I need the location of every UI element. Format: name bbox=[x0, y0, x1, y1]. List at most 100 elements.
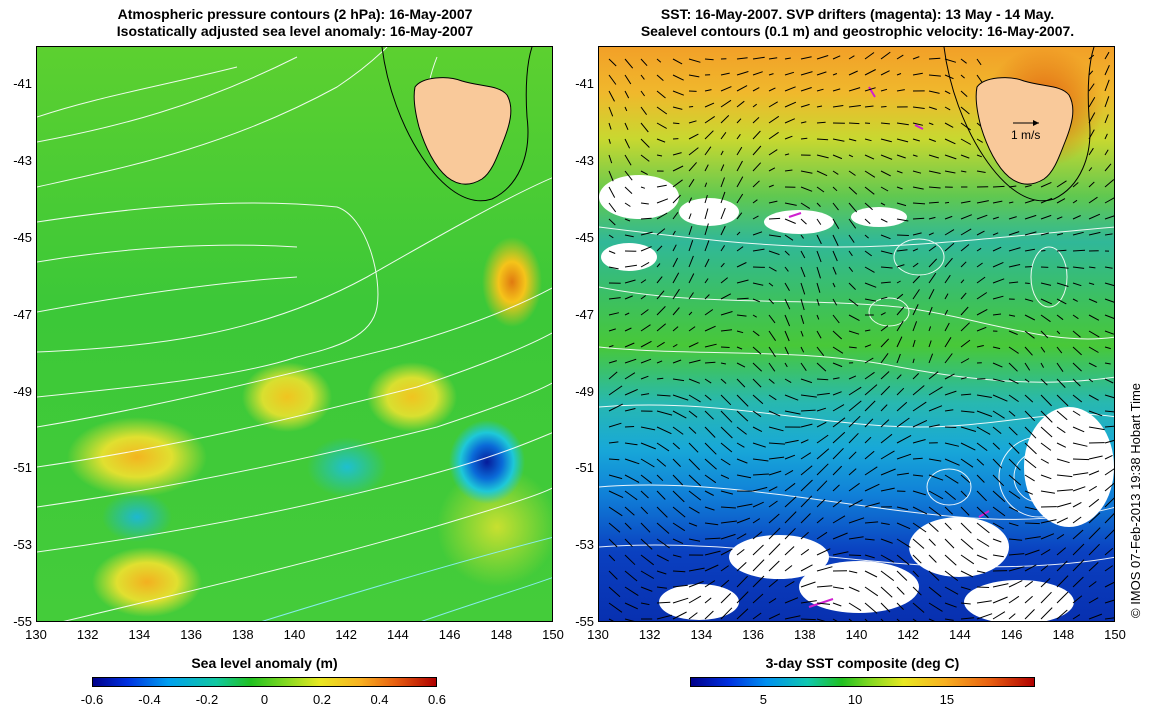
velocity-vector bbox=[928, 232, 934, 236]
velocity-vector bbox=[880, 70, 890, 76]
velocity-vector bbox=[880, 353, 889, 364]
velocity-vector bbox=[1024, 549, 1040, 556]
velocity-vector bbox=[1056, 547, 1067, 556]
velocity-vector bbox=[1040, 474, 1052, 480]
velocity-vector bbox=[752, 162, 762, 172]
velocity-vector bbox=[1088, 543, 1100, 556]
velocity-vector bbox=[704, 442, 717, 455]
velocity-vector bbox=[1072, 516, 1082, 524]
velocity-vector bbox=[912, 262, 919, 268]
velocity-vector bbox=[768, 131, 779, 140]
velocity-vector bbox=[1024, 410, 1036, 422]
velocity-vector bbox=[832, 234, 839, 247]
velocity-vector bbox=[880, 325, 889, 332]
velocity-vector bbox=[656, 458, 667, 467]
velocity-vector bbox=[768, 513, 780, 524]
velocity-vector bbox=[880, 266, 893, 269]
velocity-vector bbox=[688, 595, 702, 604]
velocity-vector bbox=[944, 373, 955, 380]
velocity-vector bbox=[656, 570, 667, 575]
velocity-vector bbox=[672, 611, 687, 620]
velocity-vector bbox=[880, 338, 890, 348]
velocity-vector bbox=[816, 250, 822, 263]
velocity-vector bbox=[752, 486, 768, 492]
velocity-vector bbox=[896, 218, 909, 222]
velocity-vector bbox=[928, 618, 935, 621]
velocity-vector bbox=[944, 309, 949, 316]
velocity-vector bbox=[800, 71, 813, 76]
velocity-vector bbox=[704, 394, 712, 401]
velocity-vector bbox=[864, 483, 880, 492]
velocity-vector bbox=[1040, 533, 1055, 540]
velocity-vector bbox=[640, 261, 650, 268]
velocity-vector bbox=[896, 89, 905, 92]
velocity-vector bbox=[624, 490, 638, 501]
velocity-vector bbox=[1072, 215, 1081, 220]
velocity-vector bbox=[1040, 282, 1052, 286]
velocity-vector bbox=[1024, 248, 1035, 252]
velocity-vector bbox=[976, 200, 989, 204]
velocity-vector bbox=[816, 480, 828, 492]
velocity-vector bbox=[976, 490, 987, 502]
velocity-vector bbox=[1008, 474, 1022, 486]
velocity-vector bbox=[832, 465, 843, 476]
velocity-vector bbox=[640, 231, 653, 236]
velocity-vector bbox=[1056, 575, 1069, 588]
velocity-vector bbox=[688, 255, 694, 268]
velocity-vector bbox=[976, 230, 985, 236]
velocity-vector bbox=[1056, 314, 1064, 321]
velocity-vector bbox=[608, 297, 621, 300]
velocity-vector bbox=[688, 580, 704, 588]
velocity-vector bbox=[720, 442, 733, 453]
velocity-vector bbox=[1104, 394, 1114, 399]
velocity-vector bbox=[704, 325, 716, 332]
velocity-vector bbox=[736, 562, 747, 572]
velocity-vector bbox=[848, 375, 857, 380]
velocity-vector bbox=[640, 522, 651, 533]
velocity-vector bbox=[800, 266, 806, 278]
velocity-vector bbox=[720, 593, 732, 604]
velocity-vector bbox=[912, 186, 924, 190]
velocity-vector bbox=[688, 378, 700, 384]
velocity-vector bbox=[688, 162, 697, 172]
velocity-vector bbox=[608, 522, 621, 533]
velocity-vector bbox=[1008, 231, 1020, 236]
velocity-vector bbox=[656, 426, 672, 435]
velocity-vector bbox=[1024, 298, 1034, 302]
x-tick-label: 150 bbox=[1104, 627, 1126, 642]
velocity-vector bbox=[848, 499, 863, 508]
velocity-vector bbox=[1072, 330, 1081, 338]
velocity-vector bbox=[1024, 330, 1035, 339]
velocity-vector bbox=[720, 177, 725, 188]
velocity-vector bbox=[896, 506, 909, 511]
velocity-vector bbox=[928, 57, 941, 60]
velocity-vector bbox=[848, 105, 861, 108]
velocity-vector bbox=[832, 282, 836, 288]
velocity-vector bbox=[960, 426, 977, 432]
velocity-vector bbox=[912, 522, 927, 533]
velocity-vector bbox=[1104, 133, 1108, 140]
velocity-vector bbox=[992, 522, 1005, 530]
velocity-vector bbox=[784, 580, 795, 588]
velocity-vector bbox=[1024, 564, 1037, 572]
velocity-vector bbox=[1088, 330, 1100, 338]
velocity-vector bbox=[704, 597, 712, 604]
velocity-vector bbox=[1104, 298, 1114, 303]
velocity-vector bbox=[992, 295, 1004, 300]
tasmania-landmass bbox=[975, 77, 1074, 185]
velocity-vector bbox=[624, 586, 639, 597]
velocity-vector bbox=[912, 401, 927, 412]
velocity-vector bbox=[688, 58, 701, 63]
velocity-vector bbox=[896, 249, 908, 252]
velocity-vector bbox=[912, 602, 925, 613]
velocity-vector bbox=[784, 615, 801, 620]
velocity-vector bbox=[816, 88, 824, 92]
velocity-vector bbox=[880, 538, 893, 544]
velocity-vector bbox=[1072, 378, 1081, 387]
velocity-vector bbox=[912, 154, 918, 157]
velocity-vector bbox=[640, 375, 649, 380]
velocity-vector bbox=[944, 353, 953, 364]
velocity-vector bbox=[928, 326, 932, 332]
colorbar-tick-label: 0.4 bbox=[370, 692, 389, 707]
velocity-vector bbox=[736, 608, 749, 620]
